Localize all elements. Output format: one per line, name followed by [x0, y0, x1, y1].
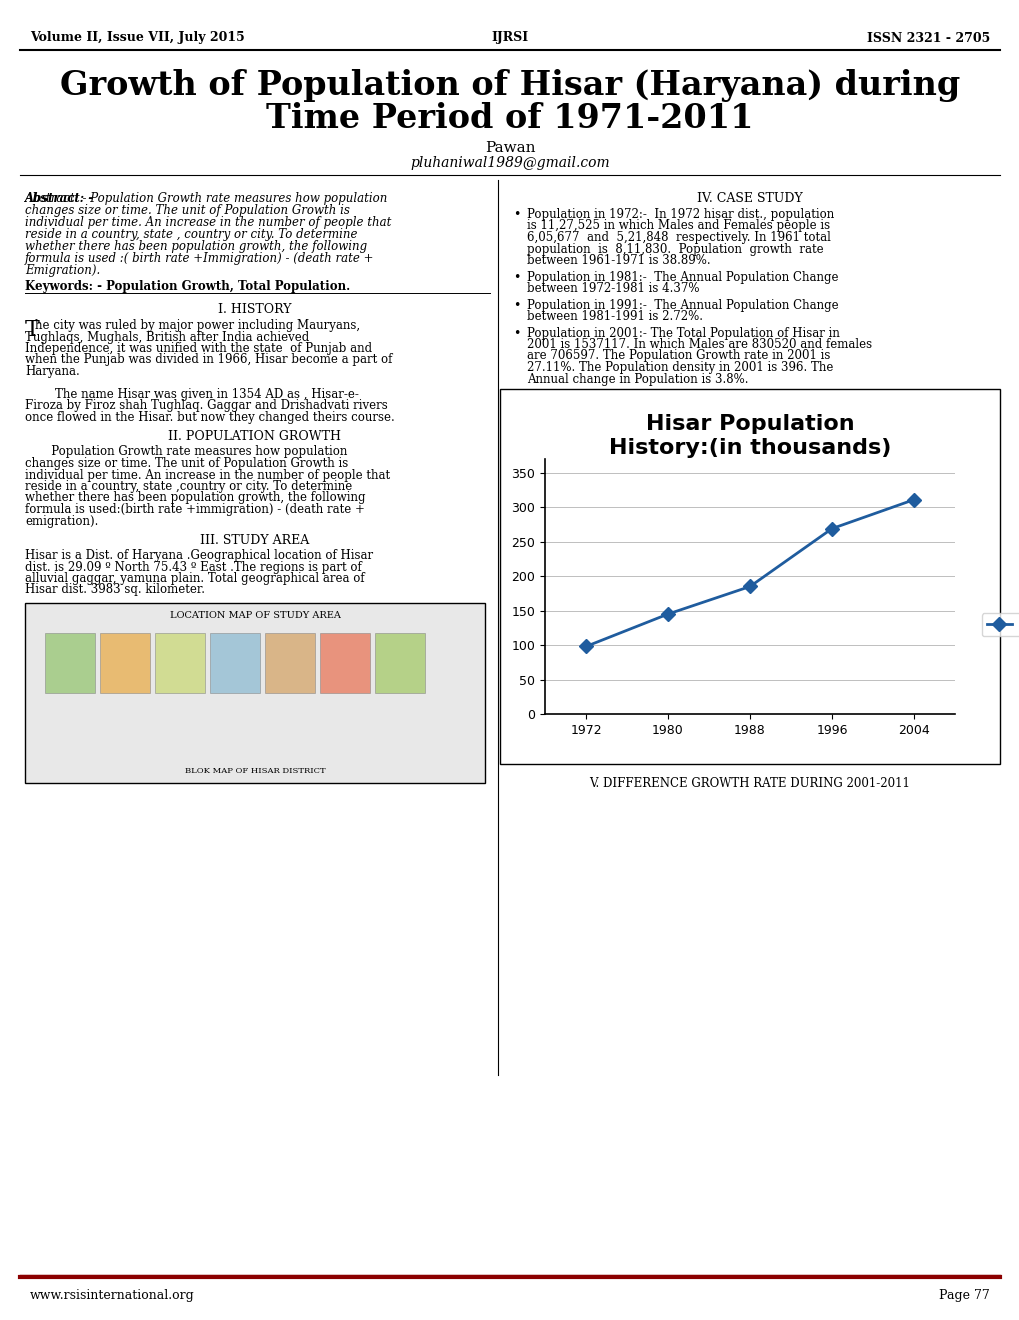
Text: reside in a country, state ,country or city. To determine: reside in a country, state ,country or c… [25, 480, 352, 492]
Text: Emigration).: Emigration). [25, 264, 100, 277]
Population [907, 492, 919, 508]
Text: Abstract: -: Abstract: - [25, 191, 94, 205]
Text: Page 77: Page 77 [938, 1290, 989, 1302]
Text: Population in 1972:-  In 1972 hisar dist., population: Population in 1972:- In 1972 hisar dist.… [527, 209, 834, 220]
Text: Tughlaqs, Mughals, British after India achieved: Tughlaqs, Mughals, British after India a… [25, 330, 309, 343]
Text: Pawan: Pawan [484, 141, 535, 154]
FancyBboxPatch shape [375, 634, 425, 693]
Text: LOCATION MAP OF STUDY AREA: LOCATION MAP OF STUDY AREA [169, 611, 340, 620]
FancyBboxPatch shape [25, 603, 484, 783]
Text: Hisar dist. 3983 sq. kilometer.: Hisar dist. 3983 sq. kilometer. [25, 583, 205, 597]
Text: The name Hisar was given in 1354 AD as , Hisar-e-: The name Hisar was given in 1354 AD as ,… [25, 388, 359, 401]
Text: II. POPULATION GROWTH: II. POPULATION GROWTH [168, 430, 341, 444]
Text: between 1972-1981 is 4.37%: between 1972-1981 is 4.37% [527, 282, 699, 294]
FancyBboxPatch shape [45, 634, 95, 693]
Text: •: • [513, 326, 520, 339]
Text: •: • [513, 271, 520, 284]
Population [825, 520, 838, 536]
Text: History:(in thousands): History:(in thousands) [608, 438, 891, 458]
Text: III. STUDY AREA: III. STUDY AREA [200, 535, 310, 546]
Text: dist. is 29.09 º North 75.43 º East .The regions is part of: dist. is 29.09 º North 75.43 º East .The… [25, 561, 362, 573]
Text: alluvial gaggar, yamuna plain. Total geographical area of: alluvial gaggar, yamuna plain. Total geo… [25, 572, 364, 585]
FancyBboxPatch shape [210, 634, 260, 693]
Text: Abstract: - Population Growth rate measures how population: Abstract: - Population Growth rate measu… [25, 191, 388, 205]
Text: once flowed in the Hisar. but now they changed theirs course.: once flowed in the Hisar. but now they c… [25, 411, 394, 424]
Text: 6,05,677  and  5,21,848  respectively. In 1961 total: 6,05,677 and 5,21,848 respectively. In 1… [527, 231, 830, 244]
Text: IV. CASE STUDY: IV. CASE STUDY [696, 191, 802, 205]
Text: reside in a country, state , country or city. To determine: reside in a country, state , country or … [25, 228, 357, 242]
Text: I. HISTORY: I. HISTORY [218, 304, 291, 315]
Text: Population in 1991:-  The Annual Population Change: Population in 1991:- The Annual Populati… [527, 298, 838, 312]
Text: population  is  8,11,830.  Population  growth  rate: population is 8,11,830. Population growt… [527, 243, 822, 256]
Text: he city was ruled by major power including Mauryans,: he city was ruled by major power includi… [35, 319, 360, 333]
Text: •: • [513, 209, 520, 220]
Text: when the Punjab was divided in 1966, Hisar become a part of: when the Punjab was divided in 1966, His… [25, 354, 392, 367]
Text: 27.11%. The Population density in 2001 is 396. The: 27.11%. The Population density in 2001 i… [527, 360, 833, 374]
FancyBboxPatch shape [100, 634, 150, 693]
Text: changes size or time. The unit of Population Growth is: changes size or time. The unit of Popula… [25, 457, 347, 470]
Text: Firoza by Firoz shah Tughlaq. Gaggar and Drishadvati rivers: Firoza by Firoz shah Tughlaq. Gaggar and… [25, 400, 387, 412]
Text: formula is used :( birth rate +Immigration) - (death rate +: formula is used :( birth rate +Immigrati… [25, 252, 374, 265]
Text: T: T [25, 319, 40, 341]
Text: Population Growth rate measures how population: Population Growth rate measures how popu… [25, 446, 347, 458]
Text: Hisar is a Dist. of Haryana .Geographical location of Hisar: Hisar is a Dist. of Haryana .Geographica… [25, 549, 373, 562]
Text: IJRSI: IJRSI [491, 32, 528, 45]
Text: ISSN 2321 - 2705: ISSN 2321 - 2705 [866, 32, 989, 45]
Line: Population: Population [581, 495, 918, 651]
Text: between 1961-1971 is 38.89%.: between 1961-1971 is 38.89%. [527, 253, 710, 267]
Text: formula is used:(birth rate +immigration) - (death rate +: formula is used:(birth rate +immigration… [25, 503, 365, 516]
Legend: Population: Population [981, 614, 1019, 636]
Text: Haryana.: Haryana. [25, 366, 79, 378]
Text: individual per time. An increase in the number of people that: individual per time. An increase in the … [25, 469, 389, 482]
FancyBboxPatch shape [320, 634, 370, 693]
Text: Time Period of 1971-2011: Time Period of 1971-2011 [266, 102, 753, 135]
Text: Population in 1981:-  The Annual Population Change: Population in 1981:- The Annual Populati… [527, 271, 838, 284]
Text: individual per time. An increase in the number of people that: individual per time. An increase in the … [25, 216, 391, 228]
Text: Growth of Population of Hisar (Haryana) during: Growth of Population of Hisar (Haryana) … [60, 69, 959, 102]
Text: Hisar Population: Hisar Population [645, 414, 854, 434]
Text: changes size or time. The unit of Population Growth is: changes size or time. The unit of Popula… [25, 205, 350, 216]
Text: is 11,27,525 in which Males and Females people is: is 11,27,525 in which Males and Females … [527, 219, 829, 232]
Text: Independence, it was unified with the state  of Punjab and: Independence, it was unified with the st… [25, 342, 372, 355]
Population [580, 639, 592, 655]
Text: Keywords: - Population Growth, Total Population.: Keywords: - Population Growth, Total Pop… [25, 280, 350, 293]
Text: pluhaniwal1989@gmail.com: pluhaniwal1989@gmail.com [410, 156, 609, 170]
Population [743, 578, 755, 594]
Text: Annual change in Population is 3.8%.: Annual change in Population is 3.8%. [527, 372, 748, 385]
Population [661, 606, 674, 622]
FancyBboxPatch shape [155, 634, 205, 693]
Text: emigration).: emigration). [25, 515, 98, 528]
Text: Volume II, Issue VII, July 2015: Volume II, Issue VII, July 2015 [30, 32, 245, 45]
FancyBboxPatch shape [499, 389, 999, 764]
Text: Population in 2001:- The Total Population of Hisar in: Population in 2001:- The Total Populatio… [527, 326, 839, 339]
Text: www.rsisinternational.org: www.rsisinternational.org [30, 1290, 195, 1302]
FancyBboxPatch shape [265, 634, 315, 693]
Text: BLOK MAP OF HISAR DISTRICT: BLOK MAP OF HISAR DISTRICT [184, 767, 325, 775]
Text: are 706597. The Population Growth rate in 2001 is: are 706597. The Population Growth rate i… [527, 350, 829, 363]
Text: 2001 is 1537117. In which Males are 830520 and females: 2001 is 1537117. In which Males are 8305… [527, 338, 871, 351]
Text: between 1981-1991 is 2.72%.: between 1981-1991 is 2.72%. [527, 310, 702, 323]
Text: whether there has been population growth, the following: whether there has been population growth… [25, 491, 365, 504]
Text: whether there has been population growth, the following: whether there has been population growth… [25, 240, 367, 253]
Text: V. DIFFERENCE GROWTH RATE DURING 2001-2011: V. DIFFERENCE GROWTH RATE DURING 2001-20… [589, 777, 910, 789]
Text: •: • [513, 298, 520, 312]
